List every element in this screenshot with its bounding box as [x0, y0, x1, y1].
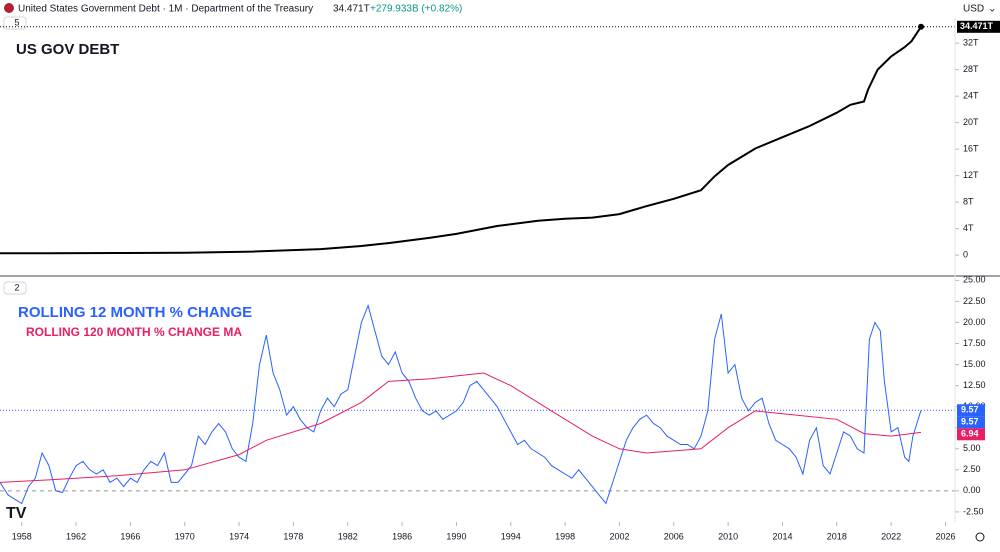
- symbol-title: United States Government Debt · 1M · Dep…: [18, 4, 313, 15]
- y-tick-label: 2.50: [963, 464, 981, 474]
- price-label-box: [957, 404, 985, 417]
- price-change: +279.933B (+0.82%): [370, 4, 462, 15]
- y-tick-label: 32T: [963, 38, 979, 48]
- price-label-box: [957, 416, 985, 429]
- x-tick-label: 1962: [66, 531, 86, 541]
- x-tick-label: 2002: [609, 531, 629, 541]
- pane-title: US GOV DEBT: [16, 41, 119, 58]
- y-tick-label: 22.50: [963, 296, 986, 306]
- y-tick-label: 15.00: [963, 359, 986, 369]
- x-tick-label: 1958: [12, 531, 32, 541]
- price-label: 9.57: [961, 417, 979, 427]
- y-tick-label: 12.50: [963, 380, 986, 390]
- pane-number: 2: [14, 282, 19, 292]
- x-tick-label: 1978: [283, 531, 303, 541]
- pane-number: 5: [14, 17, 19, 27]
- x-tick-label: 1974: [229, 531, 249, 541]
- line-series: [0, 26, 922, 255]
- line-series: [0, 372, 922, 483]
- y-tick-label: 0.00: [963, 485, 981, 495]
- x-tick-label: 1986: [392, 531, 412, 541]
- currency: USD: [963, 4, 984, 15]
- y-tick-label: 25.00: [963, 275, 986, 285]
- y-tick-label: 24T: [963, 91, 979, 101]
- line-series: [0, 304, 922, 505]
- y-tick-label: 20T: [963, 117, 979, 127]
- legend-label: ROLLING 120 MONTH % CHANGE MA: [26, 325, 242, 339]
- price-label-box: [957, 20, 1000, 33]
- pane-toggle[interactable]: [3, 16, 27, 30]
- x-tick-label: 2006: [664, 531, 684, 541]
- y-tick-label: 0: [963, 250, 968, 260]
- last-point: [918, 23, 925, 30]
- x-tick-label: 2010: [718, 531, 738, 541]
- y-tick-label: 8T: [963, 197, 974, 207]
- y-tick-label: 4T: [963, 223, 974, 233]
- pane-toggle[interactable]: [3, 281, 27, 295]
- y-tick-label: 28T: [963, 64, 979, 74]
- y-tick-label: 16T: [963, 144, 979, 154]
- x-tick-label: 1970: [175, 531, 195, 541]
- legend-label: ROLLING 12 MONTH % CHANGE: [18, 304, 252, 321]
- x-tick-label: 1998: [555, 531, 575, 541]
- flag-icon: [4, 3, 14, 13]
- settings-icon[interactable]: [975, 532, 985, 542]
- logo: TV: [6, 505, 27, 522]
- currency-caret: ⌄: [988, 4, 996, 15]
- price-label: 9.57: [961, 405, 979, 415]
- y-tick-label: 17.50: [963, 338, 986, 348]
- y-tick-label: -2.50: [963, 506, 984, 516]
- x-tick-label: 1990: [446, 531, 466, 541]
- price-label: 6.94: [961, 429, 979, 439]
- y-tick-label: 20.00: [963, 317, 986, 327]
- x-tick-label: 2018: [827, 531, 847, 541]
- price-label: 34.471T: [960, 21, 994, 31]
- x-tick-label: 1966: [120, 531, 140, 541]
- x-tick-label: 1994: [501, 531, 521, 541]
- y-tick-label: 5.00: [963, 443, 981, 453]
- x-tick-label: 2014: [772, 531, 792, 541]
- price-label-box: [957, 428, 985, 441]
- x-tick-label: 2022: [881, 531, 901, 541]
- last-price: 34.471T: [333, 4, 370, 15]
- y-tick-label: 12T: [963, 170, 979, 180]
- x-tick-label: 1982: [338, 531, 358, 541]
- x-tick-label: 2026: [935, 531, 955, 541]
